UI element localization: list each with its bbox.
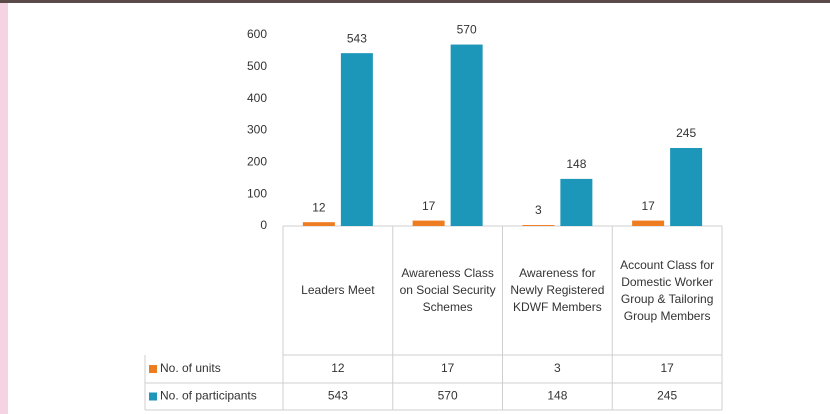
data-label: 12	[312, 200, 326, 214]
table-value: 12	[331, 361, 345, 375]
table-value: 570	[438, 389, 458, 403]
y-tick-label: 0	[260, 218, 267, 232]
table-value: 17	[441, 361, 455, 375]
y-tick-label: 400	[247, 91, 267, 105]
data-label: 245	[676, 126, 696, 140]
top-strip	[0, 0, 830, 3]
data-label: 148	[566, 157, 586, 171]
bar	[302, 222, 335, 226]
y-tick-label: 500	[247, 59, 267, 73]
data-label: 570	[457, 23, 477, 37]
bar	[450, 44, 483, 226]
legend-key	[149, 365, 157, 373]
table-value: 543	[328, 389, 348, 403]
x-tick-label: Leaders Meet	[301, 283, 375, 297]
x-tick-label: Account Class for Domestic Worker Group …	[620, 257, 715, 323]
data-label: 17	[641, 199, 655, 213]
legend-key	[149, 392, 157, 401]
bar	[560, 178, 593, 226]
legend-label: No. of participants	[160, 389, 257, 403]
bar	[340, 53, 373, 226]
data-label: 3	[535, 203, 542, 217]
bar	[632, 220, 665, 226]
table-value: 245	[657, 389, 677, 403]
bar	[412, 220, 445, 226]
bar	[670, 148, 703, 226]
data-label: 17	[422, 199, 436, 213]
legend-label: No. of units	[160, 361, 221, 375]
y-tick-label: 100	[247, 186, 267, 200]
side-strip	[0, 0, 8, 414]
y-tick-label: 600	[247, 27, 267, 41]
y-tick-label: 300	[247, 123, 267, 137]
data-label: 543	[347, 31, 367, 45]
table-value: 3	[554, 361, 561, 375]
x-tick-label: Awareness for Newly Registered KDWF Memb…	[510, 266, 605, 314]
table-value: 148	[547, 389, 567, 403]
table-value: 17	[660, 361, 674, 375]
bar	[522, 225, 555, 226]
x-tick-label: Awareness Class on Social Security Schem…	[399, 266, 496, 314]
y-tick-label: 200	[247, 155, 267, 169]
